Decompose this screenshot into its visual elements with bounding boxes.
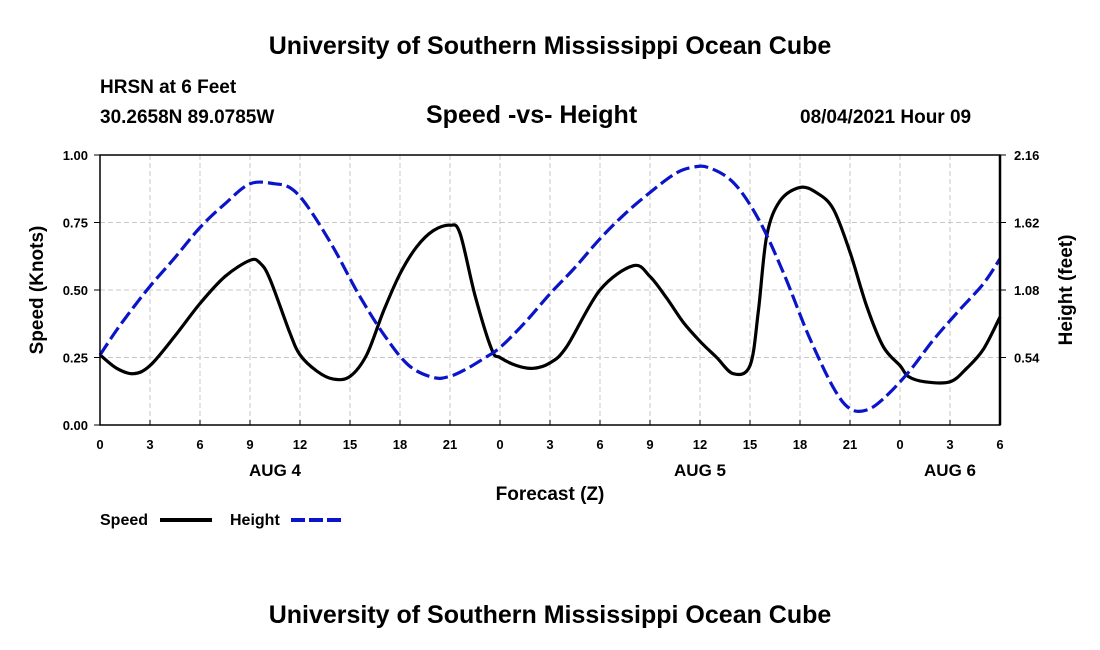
legend-height-label: Height	[230, 512, 280, 529]
x-tick-label: 6	[596, 437, 603, 452]
y-right-tick-label: 1.62	[1014, 216, 1039, 231]
x-tick-label: 18	[393, 437, 407, 452]
x-tick-label: 18	[793, 437, 807, 452]
y-axis-left-title: Speed (Knots)	[27, 226, 48, 355]
tick-layer	[94, 154, 1006, 426]
y-axis-right-title: Height (feet)	[1056, 235, 1077, 346]
y-right-tick-label: 0.54	[1014, 351, 1040, 366]
x-tick-label: 12	[293, 437, 307, 452]
y-right-tick-label: 1.08	[1014, 283, 1039, 298]
x-tick-label: 15	[743, 437, 757, 452]
series-layer	[98, 164, 1002, 414]
x-tick-label: 6	[196, 437, 203, 452]
day-label: AUG 6	[924, 461, 976, 480]
datetime-label: 08/04/2021 Hour 09	[800, 107, 972, 128]
day-label: AUG 5	[674, 461, 726, 480]
x-tick-label: 12	[693, 437, 707, 452]
x-tick-label: 3	[946, 437, 953, 452]
x-tick-label: 6	[996, 437, 1003, 452]
x-tick-label: 21	[843, 437, 857, 452]
day-label: AUG 4	[249, 461, 302, 480]
x-tick-label: 3	[146, 437, 153, 452]
title-top: University of Southern Mississippi Ocean…	[268, 32, 832, 60]
legend-speed-label: Speed	[100, 512, 148, 529]
grid-layer	[100, 155, 1000, 425]
y-right-tick-label: 2.16	[1014, 148, 1039, 163]
legend: Speed Height	[100, 512, 343, 529]
y-left-tick-label: 0.25	[63, 351, 88, 366]
chart-title: Speed -vs- Height	[426, 101, 638, 129]
x-tick-label: 3	[546, 437, 553, 452]
x-tick-label: 15	[343, 437, 357, 452]
series-line-speed	[98, 185, 1002, 385]
x-tick-label: 9	[646, 437, 653, 452]
x-tick-label: 21	[443, 437, 457, 452]
y-left-tick-label: 0.75	[63, 216, 88, 231]
y-left-tick-label: 0.50	[63, 283, 88, 298]
x-tick-label: 9	[246, 437, 253, 452]
y-left-tick-label: 0.00	[63, 418, 88, 433]
coordinates-label: 30.2658N 89.0785W	[100, 107, 275, 128]
title-bottom: University of Southern Mississippi Ocean…	[268, 601, 832, 629]
x-axis-title: Forecast (Z)	[496, 484, 605, 505]
x-tick-label: 0	[496, 437, 503, 452]
x-tick-label: 0	[896, 437, 903, 452]
label-layer: 0 3 6 9 12 15 18 21 0 3 6 9 12 15 18 21 0 3 6 0.00 0.25 0.50 0…	[63, 148, 1040, 480]
station-label: HRSN at 6 Feet	[100, 77, 237, 98]
y-left-tick-label: 1.00	[63, 148, 88, 163]
x-tick-label: 0	[96, 437, 103, 452]
